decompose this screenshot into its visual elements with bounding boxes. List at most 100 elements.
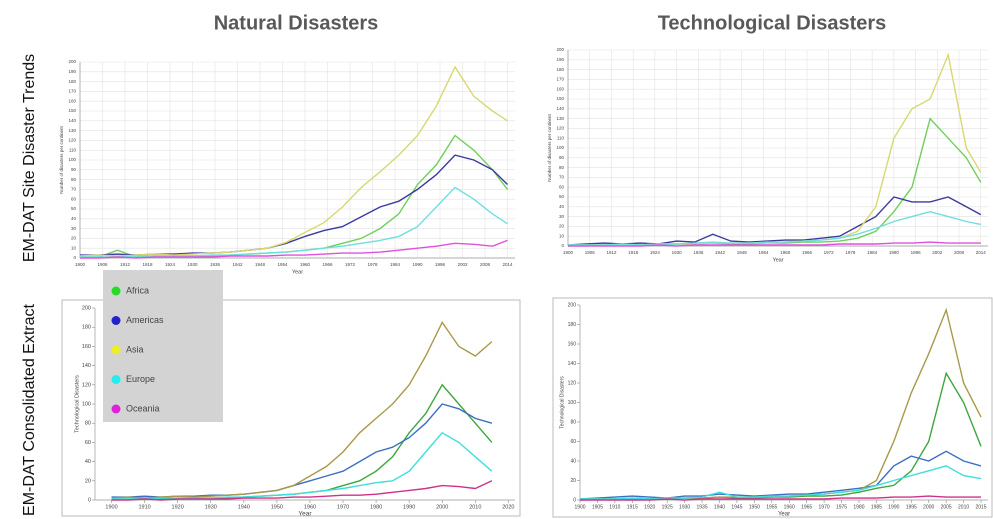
x-tick-label: 2020 — [502, 504, 514, 510]
y-axis-label: Number of disasters per continent — [547, 113, 552, 181]
x-tick-label: 1900 — [75, 262, 86, 267]
x-tick-label: 1965 — [801, 504, 812, 510]
y-tick-label: 30 — [559, 214, 565, 219]
y-tick-label: 120 — [556, 126, 564, 131]
x-axis-label: Year — [772, 257, 783, 263]
x-tick-label: 2002 — [932, 250, 943, 255]
chart-frame — [552, 297, 993, 518]
y-tick-label: 70 — [71, 187, 77, 192]
x-tick-label: 1990 — [888, 504, 899, 510]
y-tick-label: 170 — [556, 77, 564, 82]
x-tick-label: 1935 — [696, 504, 707, 510]
x-tick-label: 1970 — [337, 504, 349, 510]
x-tick-label: 1930 — [672, 250, 683, 255]
y-tick-label: 110 — [557, 135, 565, 140]
x-tick-label: 1990 — [403, 504, 415, 510]
y-tick-label: 0 — [561, 243, 564, 248]
x-tick-label: 1980 — [853, 504, 864, 510]
x-tick-label: 1996 — [435, 262, 446, 267]
y-tick-label: 130 — [68, 128, 76, 133]
y-tick-label: 100 — [556, 145, 564, 150]
y-tick-label: 110 — [69, 147, 77, 152]
y-tick-label: 30 — [71, 226, 77, 231]
x-tick-label: 1990 — [889, 250, 900, 255]
x-tick-label: 1984 — [390, 262, 401, 267]
y-tick-label: 140 — [568, 361, 577, 367]
x-tick-label: 1960 — [780, 250, 791, 255]
legend-marker — [111, 345, 121, 355]
x-tick-label: 1940 — [238, 504, 250, 510]
y-tick-label: 180 — [556, 67, 564, 72]
x-tick-label: 1984 — [867, 250, 878, 255]
x-tick-label: 1942 — [232, 262, 243, 267]
y-axis-label: Technological Disasters — [74, 375, 80, 433]
x-tick-label: 1972 — [345, 262, 356, 267]
x-tick-label: 2014 — [502, 262, 513, 267]
x-tick-label: 1912 — [606, 250, 617, 255]
y-tick-label: 190 — [68, 69, 76, 74]
y-tick-label: 140 — [556, 106, 564, 111]
y-tick-label: 50 — [71, 206, 77, 211]
y-tick-label: 20 — [570, 478, 576, 484]
y-tick-label: 160 — [556, 86, 564, 91]
y-tick-label: 200 — [556, 47, 564, 52]
x-tick-label: 2005 — [941, 504, 952, 510]
x-tick-label: 1906 — [97, 262, 108, 267]
y-tick-label: 10 — [71, 245, 77, 250]
x-tick-label: 1905 — [592, 504, 603, 510]
y-tick-label: 180 — [68, 79, 76, 84]
y-tick-label: 60 — [570, 439, 576, 445]
y-tick-label: 20 — [85, 478, 91, 484]
x-tick-label: 1996 — [911, 250, 922, 255]
y-tick-label: 70 — [559, 175, 565, 180]
y-tick-label: 120 — [568, 380, 577, 386]
y-tick-label: 160 — [82, 344, 91, 350]
y-tick-label: 100 — [568, 400, 577, 406]
y-tick-label: 20 — [71, 236, 77, 241]
x-tick-label: 2010 — [958, 504, 969, 510]
column-title: Technological Disasters — [658, 12, 887, 34]
x-tick-label: 1925 — [662, 504, 673, 510]
y-tick-label: 20 — [559, 224, 565, 229]
x-tick-label: 1906 — [585, 250, 596, 255]
series-line — [80, 186, 508, 258]
series-line — [567, 117, 982, 247]
y-tick-label: 0 — [573, 497, 576, 503]
x-tick-label: 2000 — [436, 504, 448, 510]
x-tick-label: 1915 — [627, 504, 638, 510]
x-axis-label: Year — [778, 512, 790, 518]
x-tick-label: 1930 — [205, 504, 217, 510]
y-tick-label: 100 — [68, 157, 76, 162]
legend: Africa Americas Asia Europe Oceania — [103, 270, 223, 422]
x-tick-label: 1900 — [105, 504, 117, 510]
chart-frame — [61, 299, 521, 517]
y-tick-label: 0 — [73, 255, 76, 260]
y-tick-label: 100 — [82, 401, 91, 407]
series-line — [580, 495, 981, 501]
x-tick-label: 1978 — [367, 262, 378, 267]
y-tick-label: 130 — [556, 116, 564, 121]
x-tick-label: 1966 — [322, 262, 333, 267]
x-tick-label: 1985 — [871, 504, 882, 510]
x-tick-label: 1900 — [563, 250, 574, 255]
x-tick-label: 1950 — [749, 504, 760, 510]
legend-marker — [111, 286, 121, 296]
x-tick-label: 1954 — [277, 262, 288, 267]
x-axis-label: Year — [292, 269, 303, 275]
y-tick-label: 170 — [68, 89, 76, 94]
x-tick-label: 1920 — [644, 504, 655, 510]
series-line — [579, 371, 982, 501]
x-axis-label: Year — [298, 511, 312, 518]
y-tick-label: 200 — [82, 305, 91, 311]
y-tick-label: 10 — [559, 233, 565, 238]
x-tick-label: 1942 — [715, 250, 726, 255]
y-tick-label: 160 — [68, 98, 76, 103]
legend-label: Europe — [126, 374, 155, 384]
x-tick-label: 1948 — [737, 250, 748, 255]
legend-label: Oceania — [126, 403, 160, 413]
x-tick-label: 1924 — [650, 250, 661, 255]
x-tick-label: 1940 — [714, 504, 725, 510]
y-tick-label: 40 — [570, 458, 576, 464]
legend-label: Africa — [126, 285, 149, 295]
x-tick-label: 1912 — [120, 262, 131, 267]
